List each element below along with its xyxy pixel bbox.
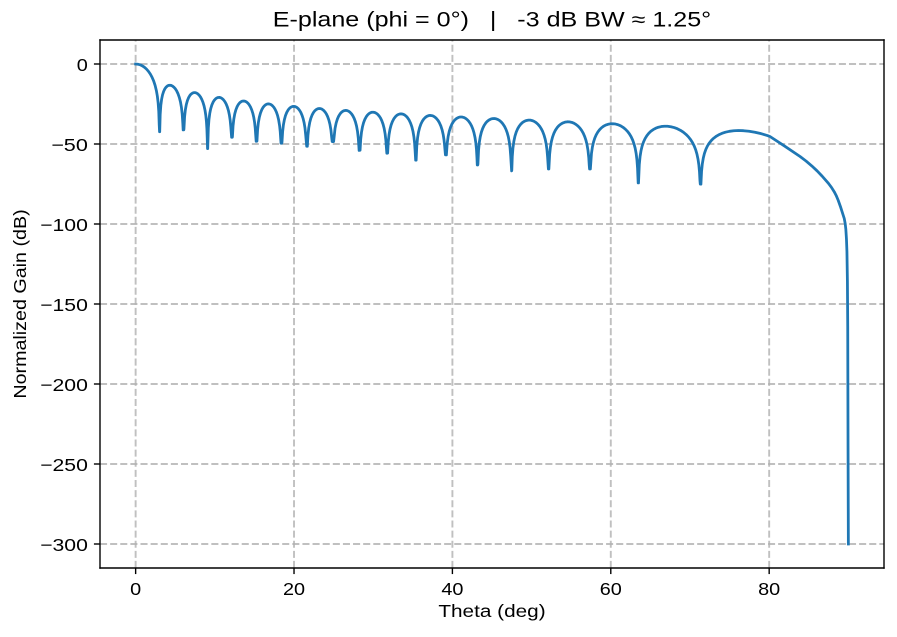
svg-text:40: 40 <box>441 579 463 599</box>
svg-text:−250: −250 <box>40 455 88 475</box>
svg-text:−50: −50 <box>51 135 88 155</box>
svg-text:Normalized Gain (dB): Normalized Gain (dB) <box>10 209 30 398</box>
svg-text:−150: −150 <box>40 295 88 315</box>
svg-text:−300: −300 <box>40 535 88 555</box>
svg-text:−200: −200 <box>40 375 88 395</box>
svg-text:Theta (deg): Theta (deg) <box>438 601 545 621</box>
svg-text:−100: −100 <box>40 215 88 235</box>
svg-text:0: 0 <box>77 55 88 75</box>
svg-text:0: 0 <box>130 579 141 599</box>
svg-text:80: 80 <box>758 579 780 599</box>
svg-text:E-plane (phi = 0°) | -3 dB: E-plane (phi = 0°) | -3 dB BW ≈ 1.25° <box>273 9 711 32</box>
svg-text:20: 20 <box>283 579 305 599</box>
svg-text:60: 60 <box>600 579 622 599</box>
